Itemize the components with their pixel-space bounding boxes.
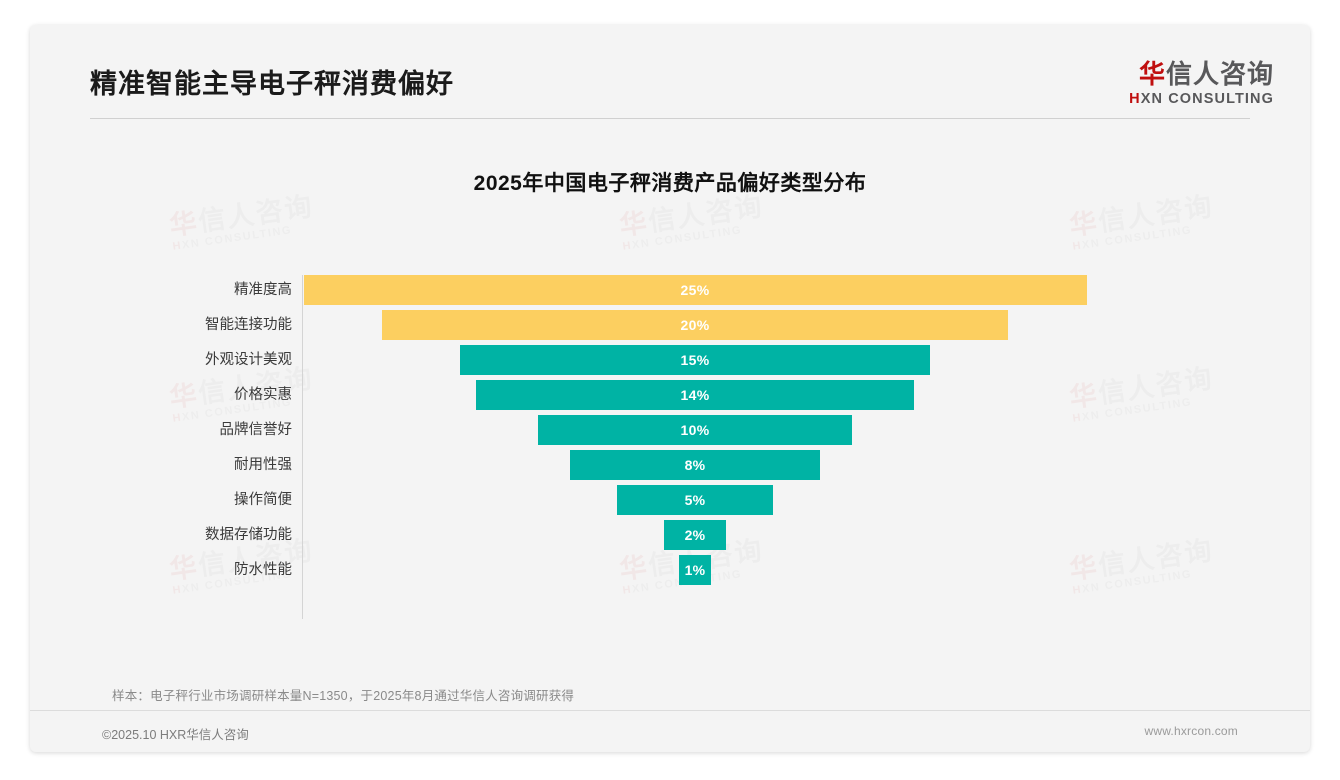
funnel-bar-value: 25% [680,282,710,298]
funnel-bar-label: 操作简便 [234,492,292,508]
funnel-bar-label: 外观设计美观 [205,352,292,368]
funnel-bar-label: 耐用性强 [234,457,292,473]
funnel-bar-label: 品牌信誉好 [219,422,293,438]
funnel-bar-row: 防水性能 1% [30,555,1310,585]
brand-logo-cn-accent: 华 [1138,59,1166,89]
funnel-bar[interactable]: 1% [679,555,711,585]
funnel-bar[interactable]: 8% [569,450,821,480]
brand-logo-cn: 华信人咨询 [1129,59,1274,89]
brand-logo-en-rest: XN CONSULTING [1140,91,1274,108]
funnel-bar-row: 智能连接功能 20% [30,310,1310,340]
funnel-bar-label: 精准度高 [234,282,292,298]
header-divider [90,118,1250,119]
funnel-bar-value: 15% [680,352,710,368]
funnel-bar-row: 精准度高 25% [30,275,1310,305]
funnel-chart: 精准度高 25% 智能连接功能 20% 外观设计美观 15% 价格实惠 14% 品牌信誉好 10%… [30,243,1310,653]
watermark-cn-rest: 信人咨询 [196,191,316,237]
funnel-bar-row: 品牌信誉好 10% [30,415,1310,445]
funnel-bar[interactable]: 2% [663,520,727,550]
chart-axis-line [302,275,303,619]
funnel-bar[interactable]: 14% [475,380,915,410]
chart-footnote: 样本：电子秤行业市场调研样本量N=1350，于2025年8月通过华信人咨询调研获… [112,689,575,703]
brand-logo-en: HXN CONSULTING [1129,91,1274,107]
funnel-bar-label: 智能连接功能 [205,317,292,333]
brand-logo-en-accent: H [1129,91,1141,108]
funnel-bar[interactable]: 25% [303,275,1087,305]
funnel-bar-row: 操作简便 5% [30,485,1310,515]
funnel-bar[interactable]: 15% [460,345,930,375]
funnel-bar-row: 价格实惠 14% [30,380,1310,410]
footer-divider [30,710,1310,711]
funnel-bar-label: 防水性能 [234,562,292,578]
funnel-bar-label: 价格实惠 [234,387,292,403]
funnel-bar[interactable]: 20% [381,310,1009,340]
funnel-bar[interactable]: 10% [538,415,852,445]
brand-logo-cn-rest: 信人咨询 [1165,59,1274,89]
copyright-text: ©2025.10 HXR华信人咨询 [102,728,249,742]
funnel-bar-label: 数据存储功能 [205,527,292,543]
watermark-cn-rest: 信人咨询 [646,191,766,237]
website-link[interactable]: www.hxrcon.com [1144,724,1238,738]
funnel-bar-value: 8% [684,457,706,473]
brand-logo: 华信人咨询 HXN CONSULTING [1129,59,1274,107]
funnel-bar[interactable]: 5% [616,485,774,515]
chart-title: 2025年中国电子秤消费产品偏好类型分布 [473,172,867,195]
watermark-cn-rest: 信人咨询 [1096,191,1216,237]
slide-footer: ©2025.10 HXR华信人咨询 www.hxrcon.com [30,711,1310,752]
funnel-bar-value: 10% [680,422,710,438]
funnel-bar-value: 2% [684,527,706,543]
slide-header: 精准智能主导电子秤消费偏好 华信人咨询 HXN CONSULTING [30,25,1310,120]
watermark-cn-accent: 华 [1067,207,1101,242]
funnel-bar-value: 20% [680,317,710,333]
funnel-bar-row: 外观设计美观 15% [30,345,1310,375]
watermark-cn-accent: 华 [617,207,651,242]
funnel-bar-value: 5% [684,492,706,508]
funnel-bar-value: 1% [684,562,706,578]
watermark-cn-accent: 华 [167,207,201,242]
funnel-bar-value: 14% [680,387,710,403]
funnel-bar-row: 耐用性强 8% [30,450,1310,480]
slide-card: 华信人咨询 HXN CONSULTING 华信人咨询 HXN CONSULTIN… [30,25,1310,752]
page-title: 精准智能主导电子秤消费偏好 [90,69,454,99]
funnel-bar-row: 数据存储功能 2% [30,520,1310,550]
